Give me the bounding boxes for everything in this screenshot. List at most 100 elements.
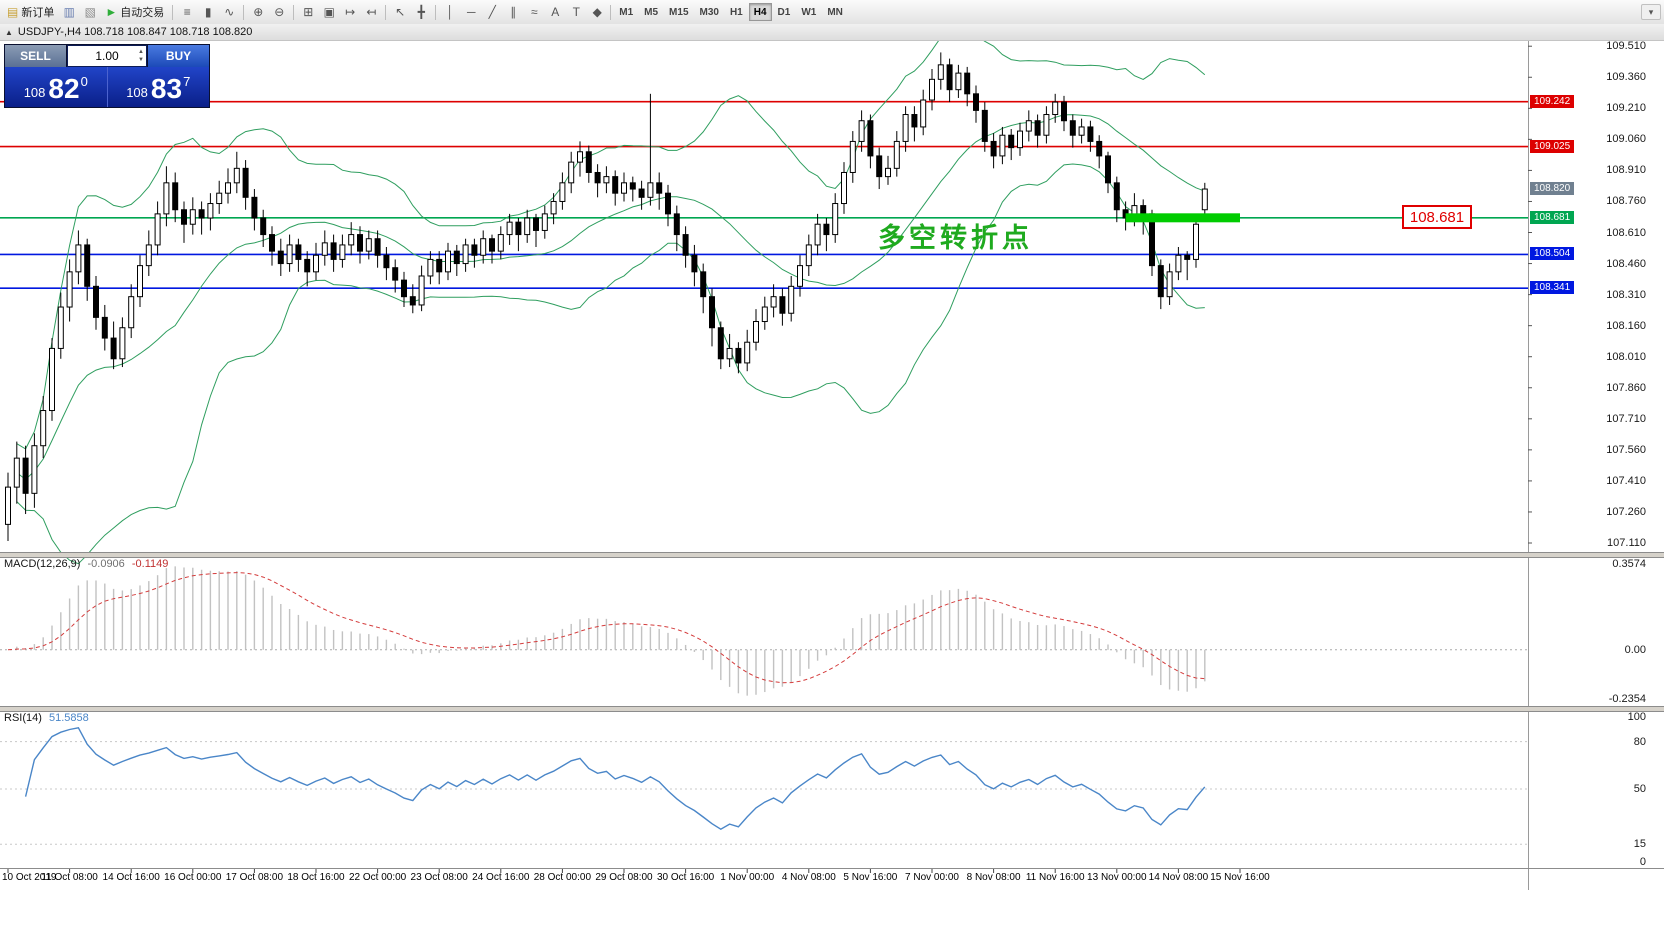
spinner-up-icon[interactable]: ▲ [138,49,144,55]
sell-price-big: 82 [48,73,80,104]
candlestick-chart-icon[interactable]: ▮ [198,2,218,22]
time-axis-border [0,868,1664,869]
bollinger-bands [16,29,1206,565]
time-axis-tick: 8 Nov 08:00 [966,872,1021,883]
new-order-button-label: 新订单 [21,7,55,19]
price-axis-tick: 108.460 [1606,257,1646,270]
crosshair-icon[interactable]: ╋ [411,2,431,22]
price-axis-tick: 108.760 [1606,195,1646,208]
price-axis-tick: 107.260 [1606,505,1646,518]
horizontal-line-icon[interactable]: ─ [461,2,481,22]
price-axis-tick: 108.310 [1606,288,1646,301]
vertical-line-icon[interactable]: │ [440,2,460,22]
trend-annotation[interactable]: 多空转折点 [878,223,1033,253]
chart-shift-icon[interactable]: ↤ [361,2,381,22]
auto-trading-button-label: 自动交易 [120,7,165,19]
volume-spinner[interactable]: ▲ ▼ [138,48,144,65]
charts-icon[interactable]: ▥ [59,2,79,22]
fibonacci-icon-icon: ≈ [530,5,538,19]
rsi-pane-label: RSI(14) 51.5858 [4,712,89,724]
toolbar-separator [385,4,387,20]
rsi-scale-tick: 80 [1633,735,1646,748]
macd-scale-min: -0.2354 [1608,693,1646,705]
navigator-icon[interactable]: ▧ [80,2,100,22]
volume-input[interactable]: 1.00 ▲ ▼ [68,46,146,66]
price-level-label: 108.504 [1530,247,1575,261]
text-icon[interactable]: A [545,2,565,22]
timeframe-m1-button[interactable]: M1 [614,3,638,21]
chart-collapse-icon[interactable]: ▲ [5,27,13,37]
time-axis-tick: 16 Oct 00:00 [164,872,222,883]
macd-scale-max: 0.3574 [1612,558,1646,570]
arrange-windows-icon-icon: ▣ [323,5,335,19]
macd-scale-zero: 0.00 [1624,643,1646,656]
toolbar-separator [293,4,295,20]
spinner-down-icon[interactable]: ▼ [138,57,144,64]
rsi-scale-tick: 50 [1633,783,1646,795]
fibonacci-icon[interactable]: ≈ [524,2,544,22]
bar-chart-icon[interactable]: ≡ [177,2,197,22]
sell-price[interactable]: 108 82 0 [5,67,108,107]
arrange-windows-icon[interactable]: ▣ [319,2,339,22]
time-axis-tick: 4 Nov 08:00 [781,872,836,883]
trendline-icon[interactable]: ╱ [482,2,502,22]
cursor-icon[interactable]: ↖ [390,2,410,22]
time-axis-tick: 14 Nov 08:00 [1148,872,1209,883]
rsi-indicator [0,727,1528,845]
main-toolbar: ▤ 新订单 ▥ ▧ ► 自动交易 ≡ ▮ ∿ ⊕ ⊖ ⊞ ▣ ↦ ↤ ↖ ╋ │ ─ ╱ ∥ ≈ A T ◆ M1 M5 M15 M3… [0,0,1664,25]
timeframe-h1-button[interactable]: H1 [725,3,748,21]
time-axis-tick: 18 Oct 16:00 [287,872,345,883]
price-axis-tick: 109.510 [1606,40,1646,53]
line-chart-icon-icon: ∿ [224,5,235,19]
line-chart-icon[interactable]: ∿ [219,2,239,22]
price-callout-box[interactable]: 108.681 [1402,205,1472,229]
rsi-value: 51.5858 [48,712,89,724]
pane-divider-macd[interactable] [0,552,1664,558]
timeframe-m15-button[interactable]: M15 [664,3,693,21]
time-axis-tick: 17 Oct 08:00 [225,872,284,883]
buy-price-big: 83 [150,73,183,104]
auto-trading-icon: ► [105,5,118,19]
text-label-icon-icon: T [572,5,580,19]
highlight-bar[interactable] [1125,213,1240,223]
price-axis-tick: 109.060 [1606,133,1646,146]
price-level-label: 109.025 [1530,139,1575,153]
auto-scroll-icon-icon: ↦ [345,5,356,19]
time-axis-tick: 29 Oct 08:00 [595,872,653,883]
new-order-button[interactable]: ▤ 新订单 [3,2,58,22]
timeframe-d1-button[interactable]: D1 [773,3,796,21]
charts-icon-icon: ▥ [63,5,76,19]
zoom-in-button[interactable]: ⊕ [248,2,268,22]
timeframe-m5-button[interactable]: M5 [639,3,663,21]
text-icon-icon: A [551,5,560,19]
text-label-icon[interactable]: T [566,2,586,22]
buy-price[interactable]: 108 83 7 [108,67,210,107]
bid-price-label: 108.820 [1530,182,1575,196]
macd-indicator [0,566,1528,696]
toolbar-overflow-button[interactable]: ▾ [1641,4,1661,20]
price-level-label: 109.242 [1530,94,1575,108]
buy-button[interactable]: BUY [147,45,209,67]
sell-button[interactable]: SELL [5,45,67,67]
candlestick-series [5,52,1208,541]
timeframe-h4-button[interactable]: H4 [748,3,772,21]
horizontal-line-icon-icon: ─ [466,5,476,19]
channel-icon[interactable]: ∥ [503,2,523,22]
price-axis-tick: 107.860 [1606,381,1646,394]
timeframe-w1-button[interactable]: W1 [796,3,821,21]
zoom-out-button[interactable]: ⊖ [269,2,289,22]
horizontal-level-lines[interactable] [0,100,1528,289]
timeframe-m30-button[interactable]: M30 [695,3,724,21]
time-axis-tick: 14 Oct 16:00 [102,872,160,883]
price-level-label: 108.341 [1530,281,1575,295]
timeframe-mn-button[interactable]: MN [822,3,848,21]
tile-windows-icon-icon: ⊞ [303,5,314,19]
macd-name: MACD(12,26,9) [4,558,81,570]
auto-scroll-icon[interactable]: ↦ [340,2,360,22]
chart-shift-icon-icon: ↤ [366,5,377,19]
auto-trading-button[interactable]: ► 自动交易 [101,2,168,22]
arrows-icon[interactable]: ◆ [587,2,607,22]
pane-divider-rsi[interactable] [0,706,1664,712]
tile-windows-icon[interactable]: ⊞ [298,2,318,22]
